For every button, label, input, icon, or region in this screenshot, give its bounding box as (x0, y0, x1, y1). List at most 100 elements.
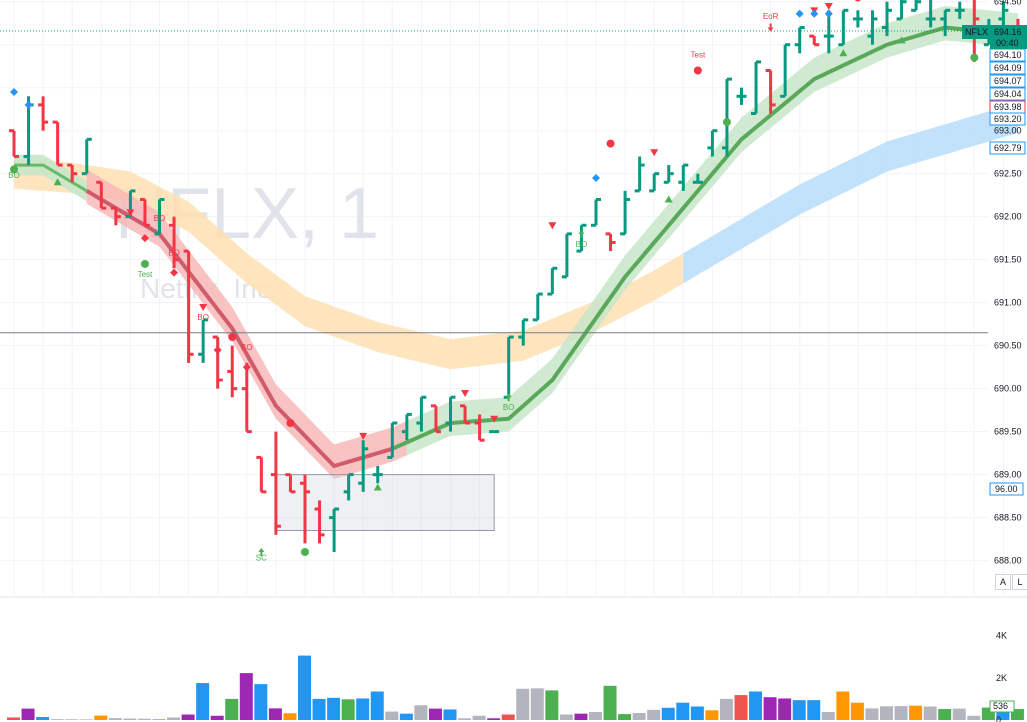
volume-bar (370, 691, 384, 720)
volume-bar (108, 718, 122, 720)
ohlc-bar (270, 431, 281, 535)
volume-bar (167, 717, 181, 720)
ohlc-bar (416, 395, 427, 432)
volume-bar (428, 708, 442, 720)
volume-bar (268, 708, 282, 720)
ohlc-bar (838, 8, 849, 47)
moving-average-bands (14, 6, 1019, 479)
volume-bars (7, 655, 1024, 720)
signal-label: BO (197, 313, 209, 322)
price-label-box: 693.20 (989, 112, 1026, 126)
ohlc-bar (620, 190, 631, 236)
volume-bar (778, 698, 792, 720)
price-label-box: 694.09 (989, 61, 1026, 75)
volume-bar (894, 706, 908, 720)
ohlc-bar (154, 197, 165, 236)
volume-bar (472, 715, 486, 720)
price-label-rect (989, 87, 1026, 101)
volume-bar (21, 708, 35, 720)
ohlc-bar (241, 362, 252, 434)
auto-scale-button[interactable]: A (995, 574, 1011, 590)
ohlc-bar (343, 473, 354, 501)
price-label-box: 694.04 (989, 87, 1026, 101)
signal-dot (854, 0, 861, 2)
signal-label: BO (8, 171, 20, 180)
signal-arrow-up (578, 229, 585, 238)
volume-bar (254, 684, 268, 720)
volume-bar (399, 713, 413, 720)
price-label-text: 694.09 (994, 63, 1022, 73)
volume-bar (647, 709, 661, 720)
signal-markers: BO BO Test BO BO BO SC BO BO Test EoR (8, 0, 979, 563)
volume-bar (36, 717, 50, 720)
highlight-box (275, 474, 495, 532)
volume-bar (65, 719, 79, 720)
ohlc-bar (678, 163, 689, 191)
volume-bar (487, 718, 501, 720)
level-label-rect (989, 482, 1024, 496)
ohlc-bar (896, 0, 907, 21)
volume-bar (283, 713, 297, 720)
volume-bar (836, 691, 850, 720)
price-label-text: 694.10 (994, 50, 1022, 60)
signal-diamond (213, 345, 222, 354)
signal-triangle-up (897, 36, 906, 44)
volume-bar (152, 719, 166, 720)
volume-bar (661, 707, 675, 720)
volume-bar (603, 685, 617, 720)
ohlc-bar (445, 395, 456, 432)
volume-bar (7, 717, 20, 720)
signal-label: Test (138, 270, 153, 279)
price-axis[interactable]: 694.50694.00693.50693.00692.50692.00691.… (962, 0, 1027, 566)
ohlc-bar (401, 412, 412, 441)
log-scale-button[interactable]: L (1012, 574, 1027, 590)
signal-dot (693, 66, 702, 75)
signal-triangle-down (359, 432, 368, 440)
ohlc-bar (212, 335, 223, 389)
fast-band-green (406, 6, 1018, 456)
price-label-text: 693.20 (994, 114, 1022, 124)
volume-tick-label: 0 (996, 715, 1001, 722)
ohlc-bar (474, 414, 485, 442)
signal-triangle-down (824, 3, 833, 11)
signal-triangle-down (490, 415, 499, 423)
signal-dot (140, 259, 149, 268)
signal-diamond (824, 9, 833, 18)
ohlc-bar (532, 292, 543, 322)
volume-bar (341, 699, 355, 720)
volume-bar (327, 697, 341, 720)
ohlc-bar (692, 173, 703, 184)
ohlc-bar (430, 404, 441, 434)
signal-diamond (170, 268, 179, 277)
volume-bar (356, 698, 370, 720)
ohlc-bar (256, 455, 267, 494)
volume-bar (501, 714, 515, 720)
price-label-text: 693.98 (994, 102, 1022, 112)
ohlc-bar (139, 197, 150, 227)
volume-bar (225, 698, 239, 720)
level-label-box: 96.00 (989, 482, 1024, 496)
volume-bar (923, 706, 937, 720)
signal-triangle-up (53, 178, 62, 186)
signal-triangle-up (839, 49, 848, 57)
signal-label: Test (691, 51, 706, 60)
volume-bar (559, 714, 573, 720)
ohlc-bar (867, 10, 878, 45)
volume-bar (792, 700, 806, 720)
price-tick-label: 693.00 (994, 126, 1022, 136)
ohlc-bar (387, 421, 398, 459)
volume-bar (705, 710, 719, 720)
volume-bar (181, 714, 195, 720)
volume-bar (574, 713, 588, 720)
price-tick-label: 688.00 (994, 556, 1022, 566)
signal-triangle-down (126, 209, 135, 217)
signal-dot (722, 118, 731, 127)
ohlc-bar (707, 129, 718, 157)
price-tick-label: 688.50 (994, 513, 1022, 523)
ohlc-bar (780, 43, 791, 98)
volume-bar (821, 711, 835, 720)
signal-label: SC (256, 554, 267, 563)
volume-bar (690, 706, 704, 720)
symbol-tag-text: NFLX (965, 27, 988, 37)
